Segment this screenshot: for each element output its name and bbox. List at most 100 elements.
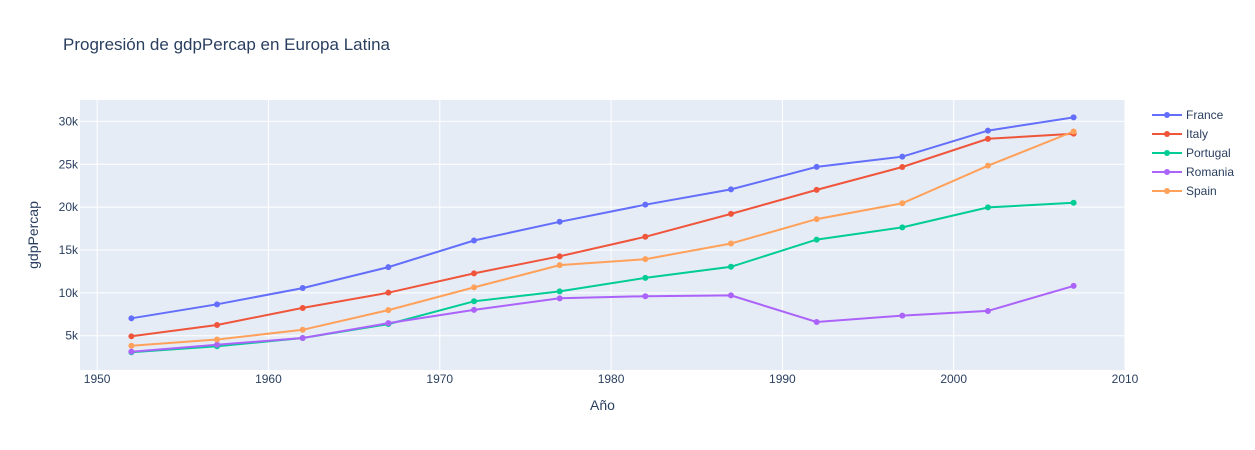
data-point[interactable] — [727, 263, 734, 270]
chart-title: Progresión de gdpPercap en Europa Latina — [63, 35, 391, 54]
y-tick-label: 15k — [59, 243, 79, 257]
data-point[interactable] — [727, 292, 734, 299]
data-point[interactable] — [1070, 282, 1077, 289]
y-tick-label: 5k — [65, 329, 79, 343]
legend-swatch-marker — [1164, 150, 1170, 156]
data-point[interactable] — [1070, 128, 1077, 135]
data-point[interactable] — [214, 301, 221, 308]
data-point[interactable] — [128, 348, 135, 355]
data-point[interactable] — [556, 218, 563, 225]
data-point[interactable] — [642, 201, 649, 208]
data-point[interactable] — [899, 312, 906, 319]
data-point[interactable] — [899, 153, 906, 160]
data-point[interactable] — [214, 336, 221, 343]
y-tick-label: 25k — [59, 157, 79, 171]
data-point[interactable] — [727, 186, 734, 193]
series-italy — [128, 130, 1077, 340]
data-point[interactable] — [214, 341, 221, 348]
data-point[interactable] — [984, 135, 991, 142]
legend-swatch-marker — [1164, 131, 1170, 137]
legend-item-france[interactable]: France — [1152, 108, 1224, 122]
x-tick-label: 1950 — [84, 372, 111, 386]
data-point[interactable] — [471, 284, 478, 291]
x-tick-label: 1970 — [426, 372, 453, 386]
y-axis-title: gdpPercap — [25, 201, 41, 269]
series-spain — [128, 128, 1077, 349]
legend-item-italy[interactable]: Italy — [1152, 127, 1208, 141]
legend-label: France — [1186, 108, 1224, 122]
data-point[interactable] — [556, 295, 563, 302]
data-point[interactable] — [385, 264, 392, 271]
x-axis-ticks: 1950 1960 1970 1980 1990 2000 2010 — [84, 372, 1139, 386]
data-point[interactable] — [984, 307, 991, 314]
x-tick-label: 2010 — [1112, 372, 1139, 386]
grid-lines — [80, 100, 1126, 370]
data-point[interactable] — [556, 288, 563, 295]
series-romania — [128, 282, 1077, 355]
series-line — [131, 132, 1074, 338]
data-point[interactable] — [128, 333, 135, 340]
data-point[interactable] — [556, 253, 563, 260]
legend-label: Portugal — [1186, 146, 1231, 160]
data-point[interactable] — [214, 322, 221, 328]
data-point[interactable] — [299, 285, 306, 292]
series-line — [131, 116, 1074, 320]
plot-background — [80, 100, 1125, 370]
data-point[interactable] — [727, 240, 734, 247]
data-point[interactable] — [471, 298, 478, 305]
data-point[interactable] — [299, 304, 306, 311]
data-point[interactable] — [471, 237, 478, 244]
legend-item-spain[interactable]: Spain — [1152, 184, 1217, 198]
data-point[interactable] — [984, 204, 991, 211]
legend-item-romania[interactable]: Romania — [1152, 165, 1234, 179]
legend-swatch-marker — [1164, 188, 1170, 194]
data-point[interactable] — [642, 274, 649, 281]
data-point[interactable] — [813, 163, 820, 170]
x-tick-label: 1960 — [255, 372, 282, 386]
data-point[interactable] — [642, 233, 649, 240]
data-point[interactable] — [984, 127, 991, 134]
legend-item-portugal[interactable]: Portugal — [1152, 146, 1231, 160]
data-point[interactable] — [556, 262, 563, 269]
data-point[interactable] — [813, 319, 820, 325]
data-point[interactable] — [899, 224, 906, 231]
data-point[interactable] — [727, 210, 734, 217]
data-point[interactable] — [813, 186, 820, 193]
data-point[interactable] — [471, 306, 478, 313]
y-axis-ticks: 5k 10k 15k 20k 25k 30k — [59, 114, 79, 342]
data-point[interactable] — [642, 293, 649, 300]
series-france — [128, 114, 1077, 322]
data-point[interactable] — [1070, 199, 1077, 206]
data-point[interactable] — [471, 270, 478, 277]
x-tick-label: 2000 — [940, 372, 967, 386]
data-point[interactable] — [813, 236, 820, 243]
data-point[interactable] — [813, 216, 820, 223]
series-layer — [128, 114, 1077, 356]
data-point[interactable] — [385, 320, 392, 327]
y-tick-label: 30k — [59, 114, 79, 128]
series-line — [131, 130, 1074, 347]
legend-label: Italy — [1186, 127, 1208, 141]
y-tick-label: 10k — [59, 286, 79, 300]
legend-swatch-marker — [1164, 112, 1170, 118]
data-point[interactable] — [299, 326, 306, 333]
legend: France Italy Portugal Romania Spain — [1152, 108, 1234, 198]
data-point[interactable] — [1070, 114, 1077, 121]
y-tick-label: 20k — [59, 200, 79, 214]
data-point[interactable] — [299, 335, 306, 342]
legend-swatch-marker — [1164, 169, 1170, 175]
x-tick-label: 1980 — [598, 372, 625, 386]
data-point[interactable] — [899, 200, 906, 207]
data-point[interactable] — [899, 164, 906, 171]
data-point[interactable] — [128, 342, 135, 349]
legend-label: Romania — [1186, 165, 1234, 179]
data-point[interactable] — [128, 315, 135, 322]
data-point[interactable] — [385, 307, 392, 314]
data-point[interactable] — [984, 162, 991, 169]
legend-label: Spain — [1186, 184, 1217, 198]
data-point[interactable] — [642, 256, 649, 263]
data-point[interactable] — [385, 289, 392, 296]
series-line — [131, 284, 1074, 353]
